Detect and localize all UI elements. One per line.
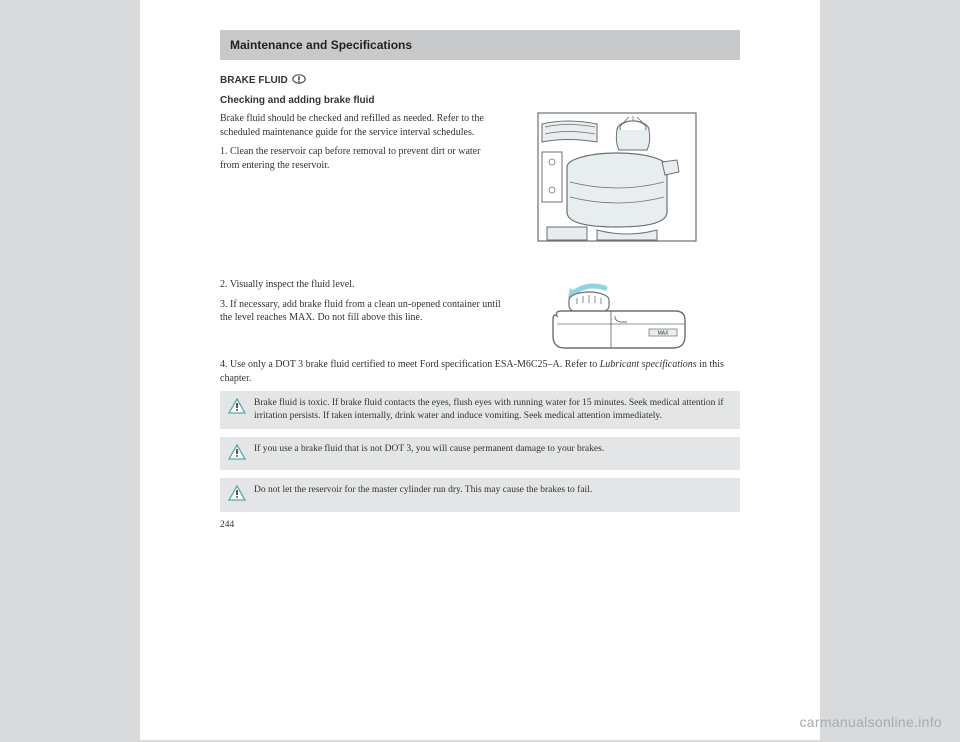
section-title-row: BRAKE FLUID xyxy=(220,74,740,87)
reservoir-max-label: MAX xyxy=(657,331,669,337)
manual-page: Maintenance and Specifications BRAKE FLU… xyxy=(140,0,820,740)
block-1: Brake fluid should be checked and refill… xyxy=(220,112,740,242)
page-number: 244 xyxy=(220,520,740,530)
block-2: 2. Visually inspect the fluid level. 3. … xyxy=(220,278,740,358)
warning-2-text: If you use a brake fluid that is not DOT… xyxy=(254,443,604,456)
step-3: 3. If necessary, add brake fluid from a … xyxy=(220,298,501,325)
watermark: carmanualsonline.info xyxy=(800,714,943,730)
illustration-reservoir: MAX xyxy=(513,278,721,358)
text-column-1: Brake fluid should be checked and refill… xyxy=(220,112,501,178)
chapter-title: Maintenance and Specifications xyxy=(230,38,412,52)
sub-title: Checking and adding brake fluid xyxy=(220,95,740,106)
text-column-2: 2. Visually inspect the fluid level. 3. … xyxy=(220,278,501,331)
warning-box-2: If you use a brake fluid that is not DOT… xyxy=(220,437,740,471)
step-4a: 4. Use only a DOT 3 brake fluid certifie… xyxy=(220,359,600,370)
warning-1-text: Brake fluid is toxic. If brake fluid con… xyxy=(254,397,730,423)
section-title: BRAKE FLUID xyxy=(220,75,288,86)
illustration-engine xyxy=(513,112,721,242)
step-4: 4. Use only a DOT 3 brake fluid certifie… xyxy=(220,358,740,385)
warning-icon xyxy=(228,485,246,506)
warning-box-1: Brake fluid is toxic. If brake fluid con… xyxy=(220,391,740,429)
step-4-italic: Lubricant specifications xyxy=(600,359,697,370)
warning-icon xyxy=(228,444,246,465)
spacer xyxy=(220,242,740,278)
step-1: 1. Clean the reservoir cap before remova… xyxy=(220,145,501,172)
warning-box-3: Do not let the reservoir for the master … xyxy=(220,478,740,512)
para-intro: Brake fluid should be checked and refill… xyxy=(220,112,501,139)
warning-icon xyxy=(228,398,246,419)
page-content: Maintenance and Specifications BRAKE FLU… xyxy=(140,0,820,530)
warning-3-text: Do not let the reservoir for the master … xyxy=(254,484,592,497)
info-icon xyxy=(292,74,306,87)
chapter-header: Maintenance and Specifications xyxy=(220,30,740,60)
step-2: 2. Visually inspect the fluid level. xyxy=(220,278,501,292)
